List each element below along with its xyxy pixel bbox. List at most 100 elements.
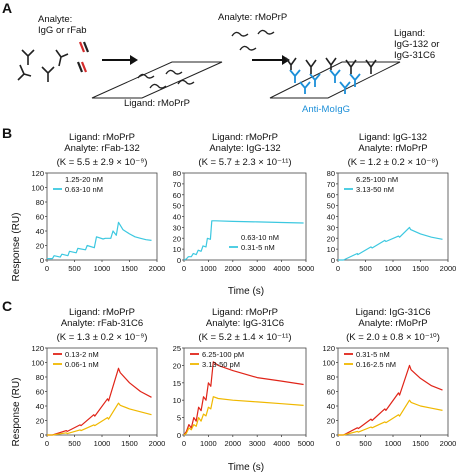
x-tick-label: 4000 — [273, 439, 290, 448]
y-tick-label: 10 — [173, 396, 181, 405]
y-tick-label: 40 — [36, 227, 44, 236]
y-tick-label: 0 — [40, 256, 44, 265]
y-tick-label: 60 — [173, 191, 181, 200]
x-tick-label: 1000 — [385, 439, 402, 448]
x-tick-label: 5000 — [298, 264, 315, 273]
y-tick-label: 0 — [331, 256, 335, 265]
legend-label: 0.63-10 nM — [241, 233, 279, 242]
y-tick-label: 100 — [31, 184, 44, 193]
chart-kd: (K = 2.0 ± 0.8 × 10⁻¹⁰) — [346, 332, 440, 343]
series-line-orange — [338, 399, 443, 436]
x-tick-label: 3000 — [249, 439, 266, 448]
y-tick-label: 20 — [36, 242, 44, 251]
x-tick-label: 1500 — [412, 264, 429, 273]
y-tick-label: 60 — [327, 191, 335, 200]
chart-header-ligand: Ligand: rMoPrP — [212, 307, 278, 318]
chart-header-analyte: Analyte: rMoPrP — [358, 143, 427, 154]
left-analyte-line1: Analyte: — [38, 14, 72, 25]
y-tick-label: 20 — [173, 361, 181, 370]
chart-kd: (K = 1.3 ± 0.2 × 10⁻⁹) — [57, 332, 148, 343]
x-tick-label: 2000 — [440, 439, 457, 448]
series-line-cyan — [338, 226, 443, 261]
left-ligand-label: Ligand: rMoPrP — [124, 98, 190, 109]
legend-label: 6.25-100 nM — [356, 175, 398, 184]
legend-label: 6.25-100 pM — [202, 350, 244, 359]
chart-header-analyte: Analyte: IgG-31C6 — [206, 318, 284, 329]
y-tick-label: 25 — [173, 344, 181, 353]
legend-label: 1.25-20 nM — [65, 175, 103, 184]
x-tick-label: 2000 — [149, 264, 166, 273]
y-tick-label: 0 — [331, 431, 335, 440]
y-tick-label: 50 — [327, 202, 335, 211]
series-line-blue — [47, 190, 152, 258]
legend-label: 0.16-2.5 nM — [356, 360, 396, 369]
x-tick-label: 1000 — [385, 264, 402, 273]
x-tick-label: 0 — [336, 264, 340, 273]
x-tick-label: 5000 — [298, 439, 315, 448]
chart-frame — [183, 347, 307, 436]
x-tick-label: 500 — [68, 264, 81, 273]
y-tick-label: 70 — [173, 180, 181, 189]
chart-kd: (K = 1.2 ± 0.2 × 10⁻⁸) — [348, 157, 439, 168]
y-tick-label: 120 — [31, 169, 44, 178]
x-tick-label: 1000 — [94, 439, 111, 448]
chart-kd: (K = 5.5 ± 2.9 × 10⁻⁹) — [57, 157, 148, 168]
chart-kd: (K = 5.7 ± 2.3 × 10⁻¹¹) — [198, 157, 291, 168]
x-tick-label: 1500 — [121, 439, 138, 448]
x-tick-label: 1000 — [200, 264, 217, 273]
y-tick-label: 10 — [327, 245, 335, 254]
panel-letter-a: A — [2, 0, 12, 16]
x-tick-label: 1500 — [412, 439, 429, 448]
free-prp — [231, 29, 275, 51]
legend-label: 0.63-10 nM — [65, 185, 103, 194]
y-tick-label: 15 — [173, 379, 181, 388]
x-tick-label: 1500 — [121, 264, 138, 273]
series-line-blue — [338, 206, 443, 260]
y-tick-label: 0 — [40, 431, 44, 440]
y-tick-label: 120 — [31, 344, 44, 353]
y-tick-label: 40 — [36, 402, 44, 411]
series-line-orange — [183, 396, 304, 436]
x-tick-label: 1000 — [200, 439, 217, 448]
ligand-surface-left — [91, 61, 223, 99]
series-line-red — [183, 361, 304, 436]
ligand-surface-right — [269, 57, 401, 99]
x-tick-label: 0 — [182, 264, 186, 273]
series-line-red — [47, 367, 152, 436]
y-tick-label: 60 — [36, 213, 44, 222]
y-tick-label: 40 — [327, 213, 335, 222]
y-tick-label: 30 — [327, 223, 335, 232]
y-tick-label: 0 — [177, 256, 181, 265]
chart-header-analyte: Analyte: rFab-31C6 — [61, 318, 143, 329]
x-tick-label: 500 — [68, 439, 81, 448]
panel-letter-b: B — [2, 125, 12, 141]
series-line-red — [338, 364, 443, 436]
series-line-orange — [47, 402, 152, 436]
y-tick-label: 40 — [327, 402, 335, 411]
legend-label: 0.31-5 nM — [241, 243, 275, 252]
chart-header-ligand: Ligand: IgG-31C6 — [356, 307, 431, 318]
mid-analyte-label: Analyte: rMoPrP — [218, 12, 287, 23]
legend-label: 0.13-2 nM — [65, 350, 99, 359]
y-tick-label: 120 — [322, 344, 335, 353]
chart-header-ligand: Ligand: rMoPrP — [69, 132, 135, 143]
free-antibodies — [17, 49, 69, 82]
x-tick-label: 0 — [182, 439, 186, 448]
x-tick-label: 2000 — [224, 264, 241, 273]
x-tick-label: 0 — [336, 439, 340, 448]
y-tick-label: 20 — [36, 417, 44, 426]
x-tick-label: 2000 — [224, 439, 241, 448]
y-tick-label: 80 — [36, 198, 44, 207]
legend-label: 3.13-50 pM — [202, 360, 240, 369]
y-tick-label: 60 — [327, 388, 335, 397]
y-tick-label: 40 — [173, 213, 181, 222]
y-tick-label: 100 — [31, 359, 44, 368]
x-tick-label: 0 — [45, 439, 49, 448]
x-tick-label: 0 — [45, 264, 49, 273]
legend-label: 3.13-50 nM — [356, 185, 394, 194]
